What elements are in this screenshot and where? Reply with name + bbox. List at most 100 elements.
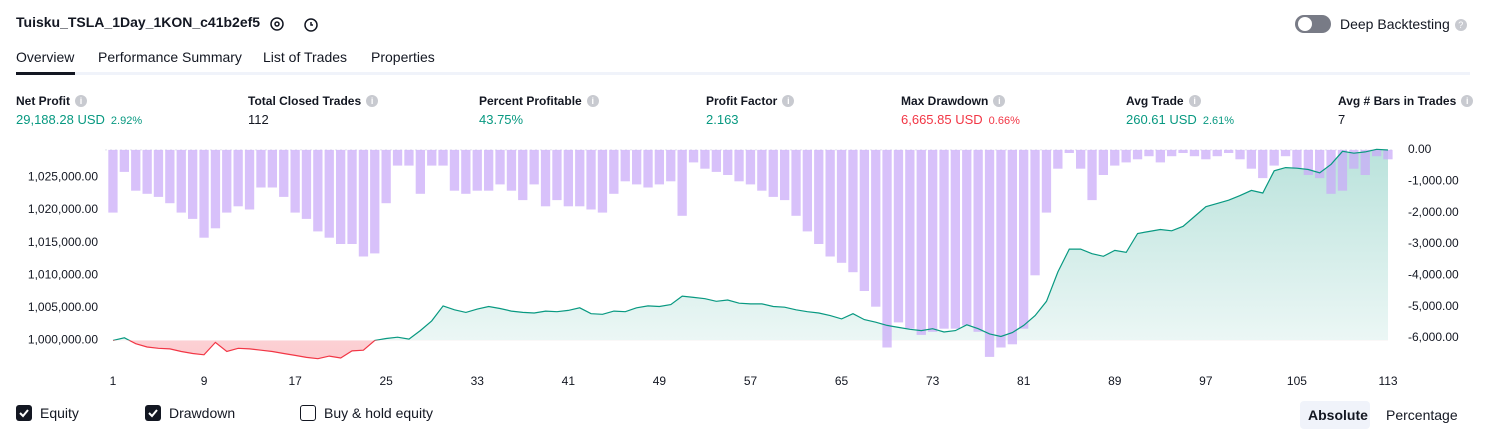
x-tick-label: 25 [380,374,394,388]
drawdown-bar [290,149,300,213]
metric-label: Avg Trade i [1126,94,1201,108]
drawdown-bar [688,149,699,163]
drawdown-bar [472,149,482,191]
metric-label-text: Percent Profitable [479,94,582,108]
y2-tick-label: 0.00 [1408,142,1432,156]
drawdown-bar [347,149,357,244]
metric-label: Profit Factor i [706,94,795,108]
toggle[interactable]: Buy & hold equity [300,405,433,421]
x-tick-label: 33 [471,374,485,388]
drawdown-bar [210,149,221,229]
y2-tick-label: -4,000.00 [1408,267,1459,281]
drawdown-bar [438,149,448,166]
drawdown-bar [1326,149,1336,194]
metric-value: 6,665.85 USD 0.66% [901,112,1020,127]
tab[interactable]: Performance Summary [98,49,242,65]
tabs-divider [16,72,1470,75]
drawdown-bar [1383,149,1393,160]
drawdown-bar [1155,149,1165,163]
info-icon[interactable]: i [993,95,1006,107]
info-icon[interactable]: ? [1454,19,1467,31]
x-tick-label: 17 [288,374,302,388]
drawdown-bar [142,149,152,194]
equity-area-negative [112,340,1388,359]
view-option[interactable]: Absolute [1308,407,1368,423]
checkbox[interactable] [145,405,161,421]
tab-label: Overview [16,49,75,65]
y-tick-label: 1,010,000.00 [28,267,98,281]
toggle[interactable]: Equity [16,405,79,421]
drawdown-bar [404,149,414,166]
drawdown-bar [996,149,1006,348]
drawdown-bar [1076,149,1086,169]
drawdown-bar [597,149,608,213]
deep-backtesting-switch[interactable] [1294,14,1334,34]
x-tick-label: 41 [562,374,576,388]
drawdown-bar [1007,149,1017,345]
checkbox[interactable] [16,405,32,421]
settings-icon[interactable] [270,17,284,31]
metric-value-text: 112 [248,112,269,127]
checkbox[interactable] [300,405,316,421]
strategy-title: Tuisku_TSLA_1Day_1KON_c41b2ef5 [16,14,261,30]
info-icon[interactable]: i [782,95,795,107]
drawdown-bar [632,149,642,185]
drawdown-bar [882,149,892,348]
drawdown-bar [1337,149,1348,191]
drawdown-bar [415,149,425,194]
drawdown-bar [1269,149,1279,166]
info-icon[interactable]: i [75,95,87,107]
info-icon[interactable]: i [1461,95,1474,107]
y2-tick-label: -2,000.00 [1408,205,1459,219]
drawdown-bar [199,149,209,238]
metric-value-text: 260.61 USD [1126,112,1197,127]
metric-value: 43.75% [479,112,523,127]
drawdown-bar [222,149,232,213]
y-tick-label: 1,020,000.00 [28,202,98,216]
y-tick-label: 1,000,000.00 [28,333,98,347]
metric-label: Avg # Bars in Trades i [1338,94,1474,108]
drawdown-bar [381,149,391,204]
metric-percent: 2.92% [110,115,143,127]
drawdown-bar [518,149,528,201]
metric-label: Total Closed Trades i [248,94,379,108]
x-tick-label: 113 [1378,374,1397,388]
metric-label-text: Net Profit [16,94,70,108]
drawdown-bar [153,149,164,197]
metric-percent: 0.66% [988,115,1020,127]
tab[interactable]: Properties [371,49,435,65]
drawdown-bar [802,149,812,232]
tab[interactable]: List of Trades [263,49,347,65]
metric-value: 29,188.28 USD 2.92% [16,112,142,127]
alert-icon[interactable] [304,18,318,32]
drawdown-bar [301,149,312,219]
drawdown-bar [859,149,869,291]
drawdown-bar [461,149,471,194]
toggle-label: Equity [40,405,79,421]
drawdown-bar [279,149,289,197]
drawdown-bar [973,149,983,332]
info-icon[interactable]: i [366,95,379,107]
drawdown-bar [1019,149,1029,329]
metric-value: 112 [248,112,269,127]
drawdown-bar [267,149,277,188]
tab-label: List of Trades [263,49,348,65]
drawdown-bar [609,149,619,194]
metric-value-text: 7 [1338,112,1346,127]
drawdown-bar [928,149,938,332]
tab-label: Performance Summary [98,49,242,65]
tab[interactable]: Overview [16,49,74,65]
drawdown-bar [836,149,847,263]
tab-label: Properties [371,49,435,65]
drawdown-bar [1360,149,1370,175]
deep-backtesting-label: Deep Backtesting? [1340,16,1467,32]
metric-label-text: Max Drawdown [901,94,989,108]
view-option[interactable]: Percentage [1386,407,1458,423]
toggle[interactable]: Drawdown [145,405,235,421]
deep-backtesting-text: Deep Backtesting [1340,16,1450,32]
toggle-label: Drawdown [169,405,236,421]
info-icon[interactable]: i [1188,95,1201,107]
drawdown-bar [734,149,744,182]
info-icon[interactable]: i [586,95,599,107]
drawdown-bar [1178,149,1188,153]
